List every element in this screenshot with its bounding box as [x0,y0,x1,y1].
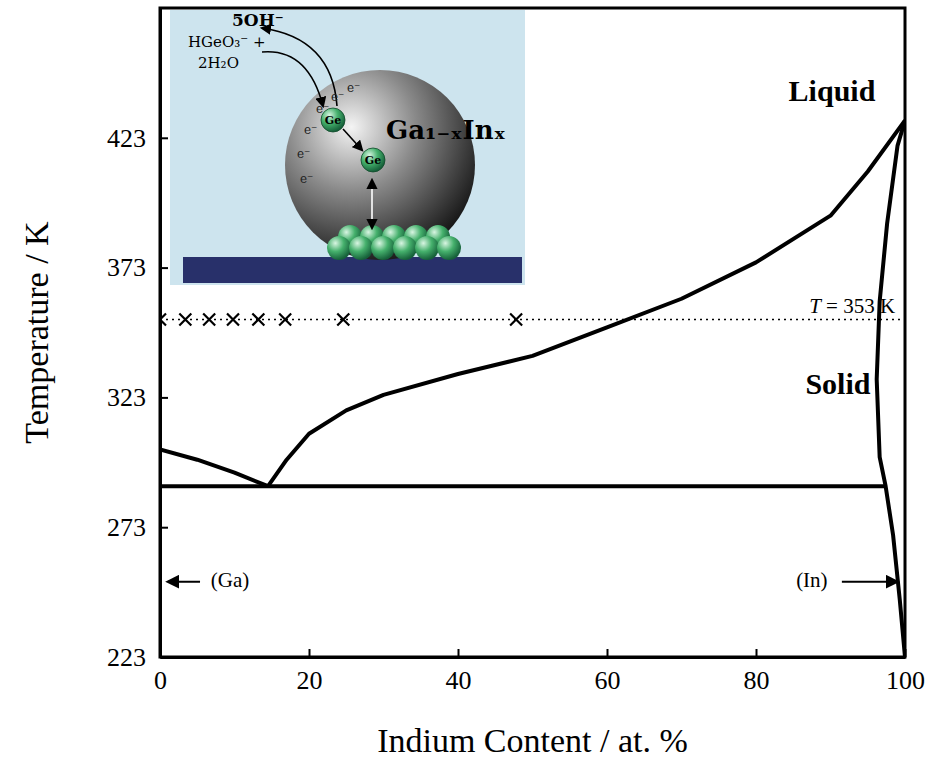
x-axis-title: Indium Content / at. % [377,722,688,759]
inset-background [170,10,525,285]
substrate [183,257,522,283]
phase-boundary [160,449,268,486]
electron-label: e⁻ [300,172,313,186]
marker-x [252,314,264,326]
marker-x [179,314,191,326]
ge-atom [349,236,373,260]
tick-label: 0 [154,666,167,695]
tick-label: 60 [595,666,621,695]
chart-svg: 0 20 40 60 80 100 223 273 323 373 423 Indium Conten… [0,0,940,774]
ge-atom [437,236,461,260]
phase-boundary [160,484,886,488]
electron-label: e⁻ [331,90,344,104]
marker-x [337,314,349,326]
inset-arrow [371,180,373,228]
tick-label: 273 [107,513,146,542]
tick-label: 423 [107,124,146,153]
inset-label: 2H₂O [198,54,239,72]
marker-x [510,314,522,326]
tick-label: 100 [886,666,925,695]
inset: 5OH⁻HGeO₃⁻ +2H₂OGa₁₋ₓInₓGeGee⁻e⁻e⁻e⁻e⁻e⁻ [170,10,525,285]
y-axis-title: Temperature / K [18,221,55,444]
ge-atom [371,236,395,260]
electron-label: e⁻ [297,147,310,161]
ge-atom [361,148,385,172]
dotted-line [160,319,905,321]
annotation: Solid [805,367,870,400]
annotation-arrow [168,581,200,583]
ge-atom [327,236,351,260]
ge-atom [415,236,439,260]
annotation-arrow [842,581,897,583]
tick-label: 323 [107,383,146,412]
inset-arrow [262,28,337,106]
annotation: (In) [796,568,827,592]
tick-label: 40 [446,666,472,695]
marker-x [279,314,291,326]
inset-label: Ga₁₋ₓInₓ [386,115,506,145]
ge-atom [393,236,417,260]
tick-label: 20 [297,666,323,695]
phase-boundary [877,120,905,657]
plot-frame [160,8,905,657]
marker-x [227,314,239,326]
tick-label: 223 [107,643,146,672]
inset-label: 5OH⁻ [232,10,284,30]
inset-label: HGeO₃⁻ + [188,33,266,51]
inset-arrow [343,129,362,150]
electron-label: e⁻ [304,123,317,137]
inset-label: Ge [365,154,381,167]
alloy-droplet [285,70,475,260]
tick-label: 80 [744,666,770,695]
marker-x [203,314,215,326]
tick-label: 373 [107,253,146,282]
chart-root: 0 20 40 60 80 100 223 273 323 373 423 Indium Conten… [0,0,940,774]
annotation: Liquid [789,74,876,107]
electron-label: e⁻ [316,102,329,116]
electron-label: e⁻ [347,81,360,95]
annotation: (Ga) [211,568,249,592]
annotation: T = 353 K [809,293,895,317]
inset-arrow [262,52,323,106]
